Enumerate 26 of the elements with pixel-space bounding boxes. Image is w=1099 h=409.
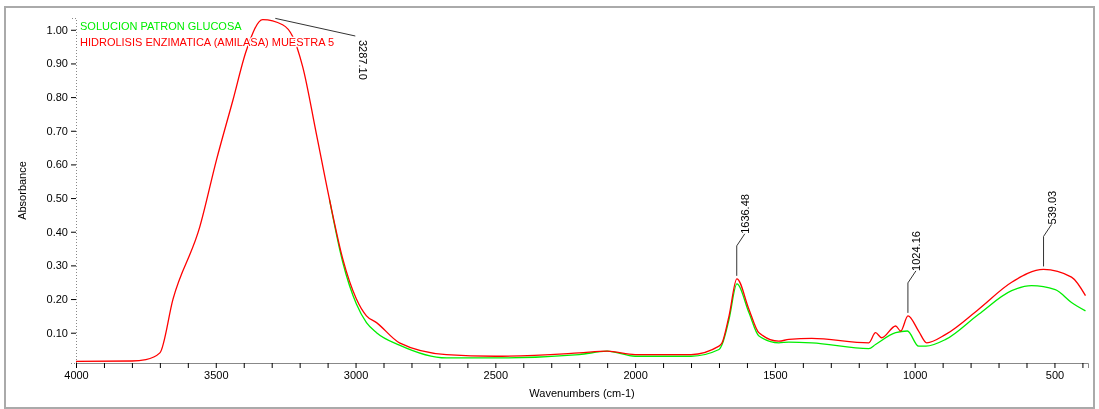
x-tick-label: 1500 (763, 368, 788, 381)
x-tick-label: 2000 (623, 368, 648, 381)
y-tick-label: 0.40 (46, 225, 68, 238)
y-tick-label: 1.00 (46, 23, 68, 36)
x-tick-label: 3500 (204, 368, 229, 381)
y-tick-label: 0.80 (46, 91, 68, 104)
x-axis-title: Wavenumbers (cm-1) (529, 387, 635, 399)
y-tick-label: 0.10 (46, 326, 68, 339)
annotation: 1636.48 (738, 194, 751, 234)
y-axis-title: Absorbance (16, 161, 28, 220)
x-tick-label: 500 (1045, 368, 1065, 381)
annotation: 3287.10 (357, 40, 370, 80)
x-tick-label: 1000 (902, 368, 928, 381)
text: SOLUCION PATRON GLUCOSA (80, 20, 243, 32)
line-series (75, 19, 1087, 362)
y-tick-label: 0.20 (46, 293, 68, 306)
y-tick-label: 0.60 (46, 158, 68, 171)
x-tick-label: 4000 (64, 368, 89, 381)
y-tick-label: 0.90 (46, 57, 68, 70)
y-tick-label: 0.30 (46, 259, 68, 272)
x-tick-label: 2500 (483, 368, 509, 381)
y-tick-label: 0.70 (46, 124, 68, 137)
y-tick-label: 0.50 (46, 192, 68, 205)
annotation: 1024.16 (909, 231, 922, 271)
annotation: 539.03 (1045, 190, 1058, 225)
x-tick-label: 3000 (343, 368, 369, 381)
